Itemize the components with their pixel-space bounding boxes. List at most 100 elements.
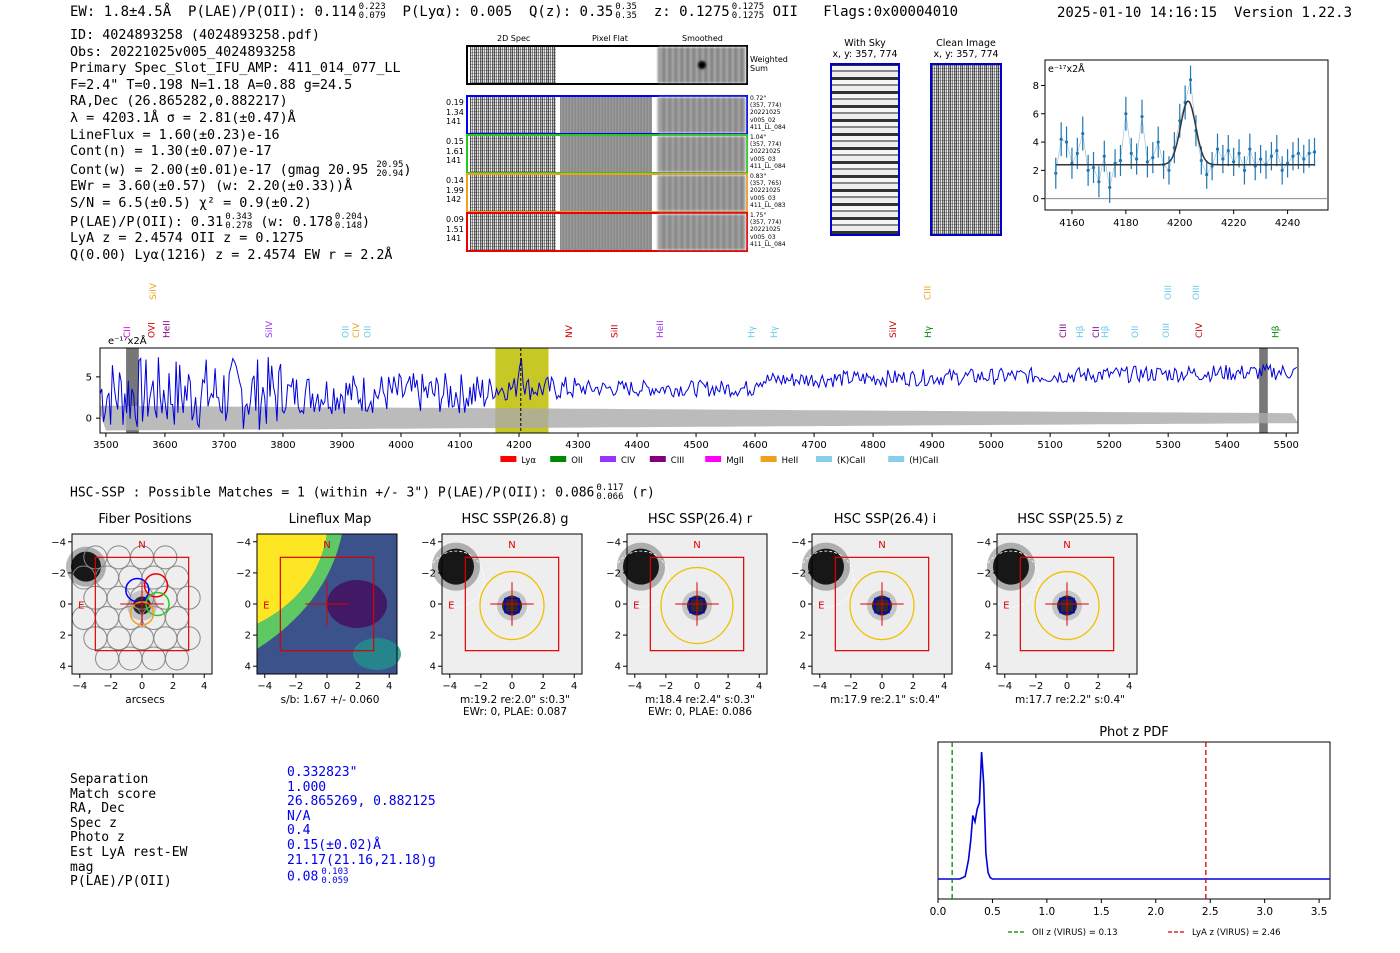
hsc-panel-title: Lineflux Map: [288, 512, 372, 527]
cutout-2dspec: [470, 136, 556, 172]
cutout-pixelflat: [560, 214, 652, 250]
east-label: E: [1003, 601, 1009, 612]
star-halo: [802, 542, 850, 591]
zoom-spectrum-chart: 4160 4180 4200 4220 4240 0 2 4 6 8 e⁻¹⁷x2Å: [1033, 59, 1329, 229]
z-line: OII: [772, 4, 798, 20]
hsc-panel-caption: arcsecs: [125, 694, 165, 706]
panel-ytick-label: −4: [976, 537, 991, 548]
z-lo: 0.1275: [731, 11, 765, 21]
full-ytick-label: 5: [86, 372, 92, 383]
zoom-ytick-label: 8: [1033, 81, 1039, 92]
cutout-divider: [558, 214, 560, 250]
legend-swatch: [760, 456, 777, 462]
panel-xtick-label: 2: [170, 681, 176, 692]
full-xtick-label: 4700: [801, 440, 826, 451]
hsc-panel-image: N E −4 4 −2 2 0 0 2 −2 4 −4: [51, 533, 213, 692]
cutout-divider: [654, 175, 656, 211]
full-xtick-label: 5300: [1155, 440, 1180, 451]
emission-line-label: NV: [565, 324, 575, 338]
panel-xtick-label: −4: [442, 681, 457, 692]
photz-legend-label: LyA z (VIRUS) = 2.46: [1192, 928, 1281, 938]
plae-lo: 0.079: [358, 11, 386, 21]
legend-label: OII: [571, 456, 583, 466]
star-halo: [987, 542, 1035, 591]
cutout-note-line: 20221025: [750, 148, 781, 156]
north-label: N: [878, 540, 885, 551]
panel-ytick-label: 4: [430, 662, 436, 673]
full-xtick-label: 4400: [624, 440, 649, 451]
star-aperture: [612, 550, 670, 608]
full-ytick-label: 0: [86, 414, 92, 425]
north-label: N: [323, 540, 330, 551]
cutout-note-line: v005_03: [750, 194, 776, 202]
plae-hi: 0.223: [358, 2, 386, 12]
info-fiber: F=2.4" T=0.198 N=1.18 A=0.88 g=24.5: [70, 77, 353, 93]
error-band: [100, 405, 1298, 431]
emission-line-label: OIII: [1192, 285, 1202, 300]
emission-line-label: OII: [1131, 326, 1141, 338]
panel-ytick-label: −4: [791, 537, 806, 548]
cutout-stat: 1.51: [446, 224, 464, 234]
panel-xtick-label: 2: [540, 681, 546, 692]
info-q: Q(0.00) Lyα(1216) z = 2.4574 EW r = 2.2Å: [70, 247, 393, 263]
full-xtick-label: 3800: [270, 440, 295, 451]
panel-xtick-label: −2: [289, 681, 304, 692]
cutout-note-line: 20221025: [750, 226, 781, 234]
zoom-plot-frame: [1044, 59, 1329, 211]
photz-xtick-label: 2.0: [1147, 906, 1164, 918]
cutout-divider: [654, 136, 656, 172]
panel-ytick-label: −4: [421, 537, 436, 548]
match-values: 0.332823" 1.000 26.865269, 0.882125 N/A 0.4 0…: [287, 765, 436, 886]
emission-line-label: CII: [1092, 326, 1102, 338]
cutout-divider: [654, 214, 656, 250]
cutout-note-line: (357, 774): [750, 102, 782, 110]
cutout-smoothed: [658, 175, 746, 211]
fiber-highlight: [125, 577, 150, 603]
emission-line-label: OIII: [1164, 285, 1174, 300]
hsc-panel-caption: m:17.9 re:2.1" s:0.4": [830, 694, 940, 706]
north-label: N: [138, 540, 145, 551]
east-label: E: [633, 601, 639, 612]
source-aperture: [479, 570, 545, 641]
photz-legend-label: OII z (VIRUS) = 0.13: [1032, 928, 1118, 938]
match-label: Separation: [70, 772, 149, 787]
emission-line-label: OII: [342, 326, 352, 338]
hsc-panel-title: HSC SSP(25.5) z: [1017, 512, 1123, 527]
hsc-panel-caption: m:18.4 re:2.4" s:0.3": [645, 694, 755, 706]
source-aperture: [1034, 570, 1100, 641]
hsc-panel-caption: EWr: 0, PLAE: 0.086: [647, 706, 753, 718]
panel-ytick-label: 0: [800, 600, 806, 611]
cutout-pixelflat: [560, 97, 652, 133]
panel-xtick-label: −4: [812, 681, 827, 692]
panel-ytick-label: 0: [245, 600, 251, 611]
cutout-stats: 0.14 1.99 142: [446, 176, 464, 205]
zoom-xtick-label: 4240: [1275, 218, 1300, 229]
clean-image-title: Clean Image x, y: 357, 774: [933, 38, 999, 60]
match-box: [279, 556, 375, 652]
hsc-panel-caption: m:19.2 re:2.0" s:0.3": [460, 694, 570, 706]
cutout-stat: 0.15: [446, 137, 464, 146]
cutout-pixelflat: [560, 175, 652, 211]
lineflux-bright: [257, 534, 327, 624]
star-halo: [432, 542, 480, 591]
full-xtick-label: 4000: [388, 440, 413, 451]
match-label: Match score: [70, 786, 157, 802]
cutout-stat: 1.61: [446, 146, 464, 156]
cutout-divider: [558, 97, 560, 133]
star-aperture: [427, 550, 485, 608]
panel-xtick-label: 4: [1126, 681, 1132, 692]
hsc-panel-image: N E −4 4 −2 2 0 0 2 −2 4 −4: [606, 533, 768, 692]
panel-ytick-label: 4: [800, 662, 806, 673]
emission-line-label: Hβ: [1101, 325, 1111, 338]
hsc-panel-image: N E −4 4 −2 2 0 0 2 −2 4 −4: [976, 533, 1138, 692]
with-sky-title: With Sky x, y: 357, 774: [832, 38, 898, 60]
cutout-2dspec: [470, 214, 556, 250]
cutout-note-line: 411_LL_084: [750, 162, 786, 170]
fiber-highlight: [143, 573, 169, 598]
legend-swatch: [649, 456, 666, 462]
emission-line-label: SiII: [611, 324, 621, 338]
cutout-stat: 1.34: [446, 107, 464, 117]
flags-readout: Flags:0x00004010: [823, 4, 959, 20]
cutout-header: Smoothed: [682, 34, 723, 43]
weighted-sum-label: Weighted Sum: [750, 55, 788, 73]
